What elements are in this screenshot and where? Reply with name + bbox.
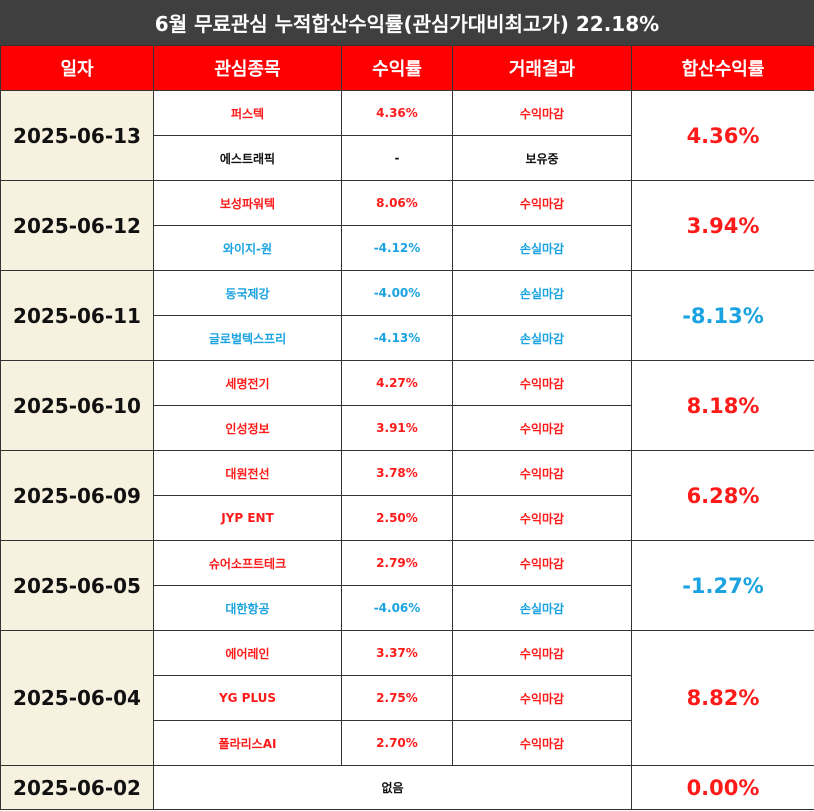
result-cell: 수익마감 — [452, 540, 632, 586]
stock-cell: 에스트래픽 — [153, 135, 342, 181]
date-cell: 2025-06-02 — [0, 765, 154, 810]
return-cell: -4.13% — [341, 315, 453, 361]
stock-cell: YG PLUS — [153, 675, 342, 721]
page-title: 6월 무료관심 누적합산수익률(관심가대비최고가) 22.18% — [0, 0, 814, 45]
header-result: 거래결과 — [452, 45, 632, 91]
return-cell: -4.12% — [341, 225, 453, 271]
result-cell: 보유중 — [452, 135, 632, 181]
result-cell: 수익마감 — [452, 360, 632, 406]
header-row: 일자 관심종목 수익률 거래결과 합산수익률 — [0, 45, 814, 91]
table-row: 대한항공 -4.06% 손실마감 — [1, 585, 814, 631]
date-cell: 2025-06-13 — [0, 90, 154, 181]
table-row: 2025-06-04 에어레인 3.37% 수익마감 8.82% — [0, 630, 814, 766]
return-cell: 3.37% — [341, 630, 453, 676]
table-row: 2025-06-10 세명전기 4.27% 수익마감 8.18% — [0, 360, 814, 451]
return-cell: 2.50% — [341, 495, 453, 541]
stock-cell: 동국제강 — [153, 270, 342, 316]
total-cell: 6.28% — [631, 450, 814, 541]
stock-cell: 와이지-원 — [153, 225, 342, 271]
date-cell: 2025-06-12 — [0, 180, 154, 271]
table-row: 2025-06-11 동국제강 -4.00% 손실마감 -8.13% — [0, 270, 814, 361]
date-cell: 2025-06-11 — [0, 270, 154, 361]
return-cell: -4.00% — [341, 270, 453, 316]
return-cell: 4.27% — [341, 360, 453, 406]
none-cell: 없음 — [153, 765, 632, 810]
result-cell: 손실마감 — [452, 270, 632, 316]
table-row: 에스트래픽 - 보유중 — [1, 135, 814, 181]
total-cell: 3.94% — [631, 180, 814, 271]
total-cell: 4.36% — [631, 90, 814, 181]
results-table: 일자 관심종목 수익률 거래결과 합산수익률 2025-06-13 퍼스텍 4.… — [0, 45, 814, 810]
date-cell: 2025-06-04 — [0, 630, 154, 766]
result-cell: 수익마감 — [452, 180, 632, 226]
stock-cell: 폴라리스AI — [153, 720, 342, 766]
table-row: 2025-06-12 보성파워텍 8.06% 수익마감 3.94% — [0, 180, 814, 271]
stock-cell: 인성정보 — [153, 405, 342, 451]
return-cell: 4.36% — [341, 90, 453, 136]
total-cell: -8.13% — [631, 270, 814, 361]
result-cell: 수익마감 — [452, 495, 632, 541]
total-cell: -1.27% — [631, 540, 814, 631]
total-cell: 8.18% — [631, 360, 814, 451]
date-cell: 2025-06-10 — [0, 360, 154, 451]
result-cell: 수익마감 — [452, 720, 632, 766]
stock-cell: 세명전기 — [153, 360, 342, 406]
stock-cell: 대원전선 — [153, 450, 342, 496]
header-date: 일자 — [0, 45, 154, 91]
return-cell: 8.06% — [341, 180, 453, 226]
header-stock: 관심종목 — [153, 45, 342, 91]
result-cell: 수익마감 — [452, 450, 632, 496]
return-cell: 3.78% — [341, 450, 453, 496]
table-row: 2025-06-05 슈어소프트테크 2.79% 수익마감 -1.27% — [0, 540, 814, 631]
return-cell: 2.75% — [341, 675, 453, 721]
table-row: 2025-06-02 없음 0.00% — [0, 765, 814, 810]
result-cell: 수익마감 — [452, 675, 632, 721]
result-cell: 손실마감 — [452, 585, 632, 631]
date-cell: 2025-06-09 — [0, 450, 154, 541]
result-cell: 손실마감 — [452, 315, 632, 361]
table-row: 2025-06-09 대원전선 3.78% 수익마감 6.28% — [0, 450, 814, 541]
table-row: 인성정보 3.91% 수익마감 — [1, 405, 814, 451]
stock-cell: 퍼스텍 — [153, 90, 342, 136]
total-cell: 8.82% — [631, 630, 814, 766]
result-cell: 수익마감 — [452, 630, 632, 676]
result-cell: 수익마감 — [452, 405, 632, 451]
stock-cell: 보성파워텍 — [153, 180, 342, 226]
return-cell: -4.06% — [341, 585, 453, 631]
total-cell: 0.00% — [631, 765, 814, 810]
date-cell: 2025-06-05 — [0, 540, 154, 631]
return-cell: - — [341, 135, 453, 181]
stock-cell: JYP ENT — [153, 495, 342, 541]
header-return: 수익률 — [341, 45, 453, 91]
stock-cell: 대한항공 — [153, 585, 342, 631]
return-cell: 2.70% — [341, 720, 453, 766]
table-row: 글로벌텍스프리 -4.13% 손실마감 — [1, 315, 814, 361]
table-body: 2025-06-13 퍼스텍 4.36% 수익마감 4.36% 에스트래픽 - … — [0, 90, 814, 810]
return-cell: 3.91% — [341, 405, 453, 451]
table-row: 폴라리스AI 2.70% 수익마감 — [1, 720, 814, 766]
return-cell: 2.79% — [341, 540, 453, 586]
stock-cell: 글로벌텍스프리 — [153, 315, 342, 361]
table-row: 2025-06-13 퍼스텍 4.36% 수익마감 4.36% — [0, 90, 814, 181]
stock-cell: 슈어소프트테크 — [153, 540, 342, 586]
result-cell: 손실마감 — [452, 225, 632, 271]
stock-cell: 에어레인 — [153, 630, 342, 676]
result-cell: 수익마감 — [452, 90, 632, 136]
header-total: 합산수익률 — [631, 45, 814, 91]
